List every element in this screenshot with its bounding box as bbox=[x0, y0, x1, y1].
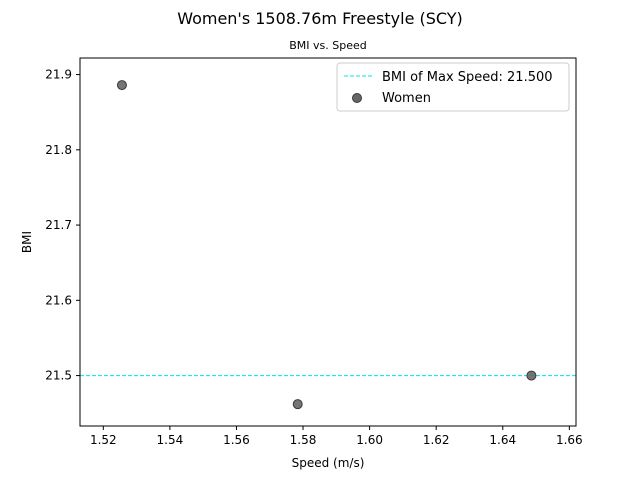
x-tick-label: 1.52 bbox=[90, 433, 117, 447]
chart-subtitle: BMI vs. Speed bbox=[289, 39, 367, 52]
data-point-0-1 bbox=[292, 399, 303, 410]
legend-box bbox=[336, 62, 570, 112]
x-tick-label: 1.56 bbox=[223, 433, 250, 447]
x-tick-label: 1.60 bbox=[356, 433, 383, 447]
x-tick-label: 1.66 bbox=[556, 433, 583, 447]
axes-ticks: 1.52 1.54 1.56 1.58 1.60 1.62 1.64 1.66 21.5 21.6… bbox=[45, 68, 582, 447]
x-tick-label: 1.64 bbox=[489, 433, 516, 447]
y-axis-label: BMI bbox=[20, 231, 34, 253]
y-tick-label: 21.8 bbox=[45, 143, 72, 157]
y-tick-label: 21.5 bbox=[45, 369, 72, 383]
y-tick-label: 21.9 bbox=[45, 68, 72, 82]
legend: BMI of Max Speed: 21.500 Women bbox=[336, 62, 570, 112]
legend-reference-line-label: BMI of Max Speed: 21.500 bbox=[382, 70, 553, 85]
legend-women-label: Women bbox=[382, 91, 431, 106]
data-point-0-2 bbox=[526, 370, 537, 381]
data-point-0-0 bbox=[116, 80, 127, 91]
x-tick-label: 1.54 bbox=[157, 433, 184, 447]
x-axis-label: Speed (m/s) bbox=[292, 456, 365, 470]
legend-women-marker bbox=[352, 93, 362, 103]
plot-area bbox=[80, 80, 576, 410]
y-tick-label: 21.6 bbox=[45, 293, 72, 307]
x-tick-label: 1.58 bbox=[290, 433, 317, 447]
x-tick-label: 1.62 bbox=[423, 433, 450, 447]
y-tick-label: 21.7 bbox=[45, 218, 72, 232]
plot-frame bbox=[79, 57, 577, 427]
chart-title: Women's 1508.76m Freestyle (SCY) bbox=[177, 9, 463, 28]
